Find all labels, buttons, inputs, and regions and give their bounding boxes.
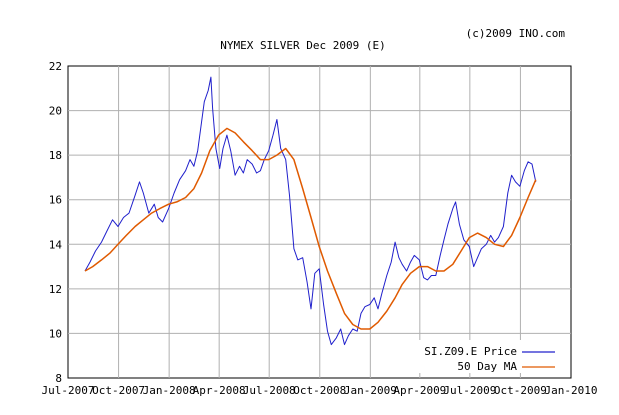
x-tick-label: Jan-2008 xyxy=(143,384,196,397)
x-tick-label: Jan-2010 xyxy=(545,384,598,397)
price-line xyxy=(84,76,537,346)
grid-lines xyxy=(68,66,571,378)
x-tick-label: Oct-2009 xyxy=(494,384,547,397)
copyright-text: (c)2009 INO.com xyxy=(466,27,566,40)
x-tick-label: Apr-2009 xyxy=(393,384,446,397)
legend-label-ma: 50 Day MA xyxy=(457,360,517,373)
y-tick-label: 14 xyxy=(49,238,63,251)
ma-line xyxy=(84,127,537,330)
y-axis-ticks: 8 10 12 14 16 18 20 22 xyxy=(49,60,63,385)
chart-title: NYMEX SILVER Dec 2009 (E) xyxy=(220,39,386,52)
y-tick-label: 20 xyxy=(49,105,62,118)
x-tick-label: Apr-2008 xyxy=(193,384,246,397)
x-axis-ticks: Jul-2007Oct-2007Jan-2008Apr-2008Jul-2008… xyxy=(42,384,598,397)
x-tick-label: Jan-2009 xyxy=(344,384,397,397)
y-tick-label: 18 xyxy=(49,149,62,162)
x-tick-label: Oct-2007 xyxy=(92,384,145,397)
legend-label-price: SI.Z09.E Price xyxy=(424,345,517,358)
x-tick-label: Jul-2009 xyxy=(443,384,496,397)
y-tick-label: 8 xyxy=(55,372,62,385)
y-tick-label: 22 xyxy=(49,60,62,73)
x-tick-label: Oct-2008 xyxy=(293,384,346,397)
y-tick-label: 12 xyxy=(49,283,62,296)
legend: SI.Z09.E Price 50 Day MA xyxy=(400,340,568,373)
y-tick-label: 16 xyxy=(49,194,62,207)
x-tick-label: Jul-2008 xyxy=(243,384,296,397)
x-tick-label: Jul-2007 xyxy=(42,384,95,397)
y-tick-label: 10 xyxy=(49,327,62,340)
series-group xyxy=(84,76,537,346)
